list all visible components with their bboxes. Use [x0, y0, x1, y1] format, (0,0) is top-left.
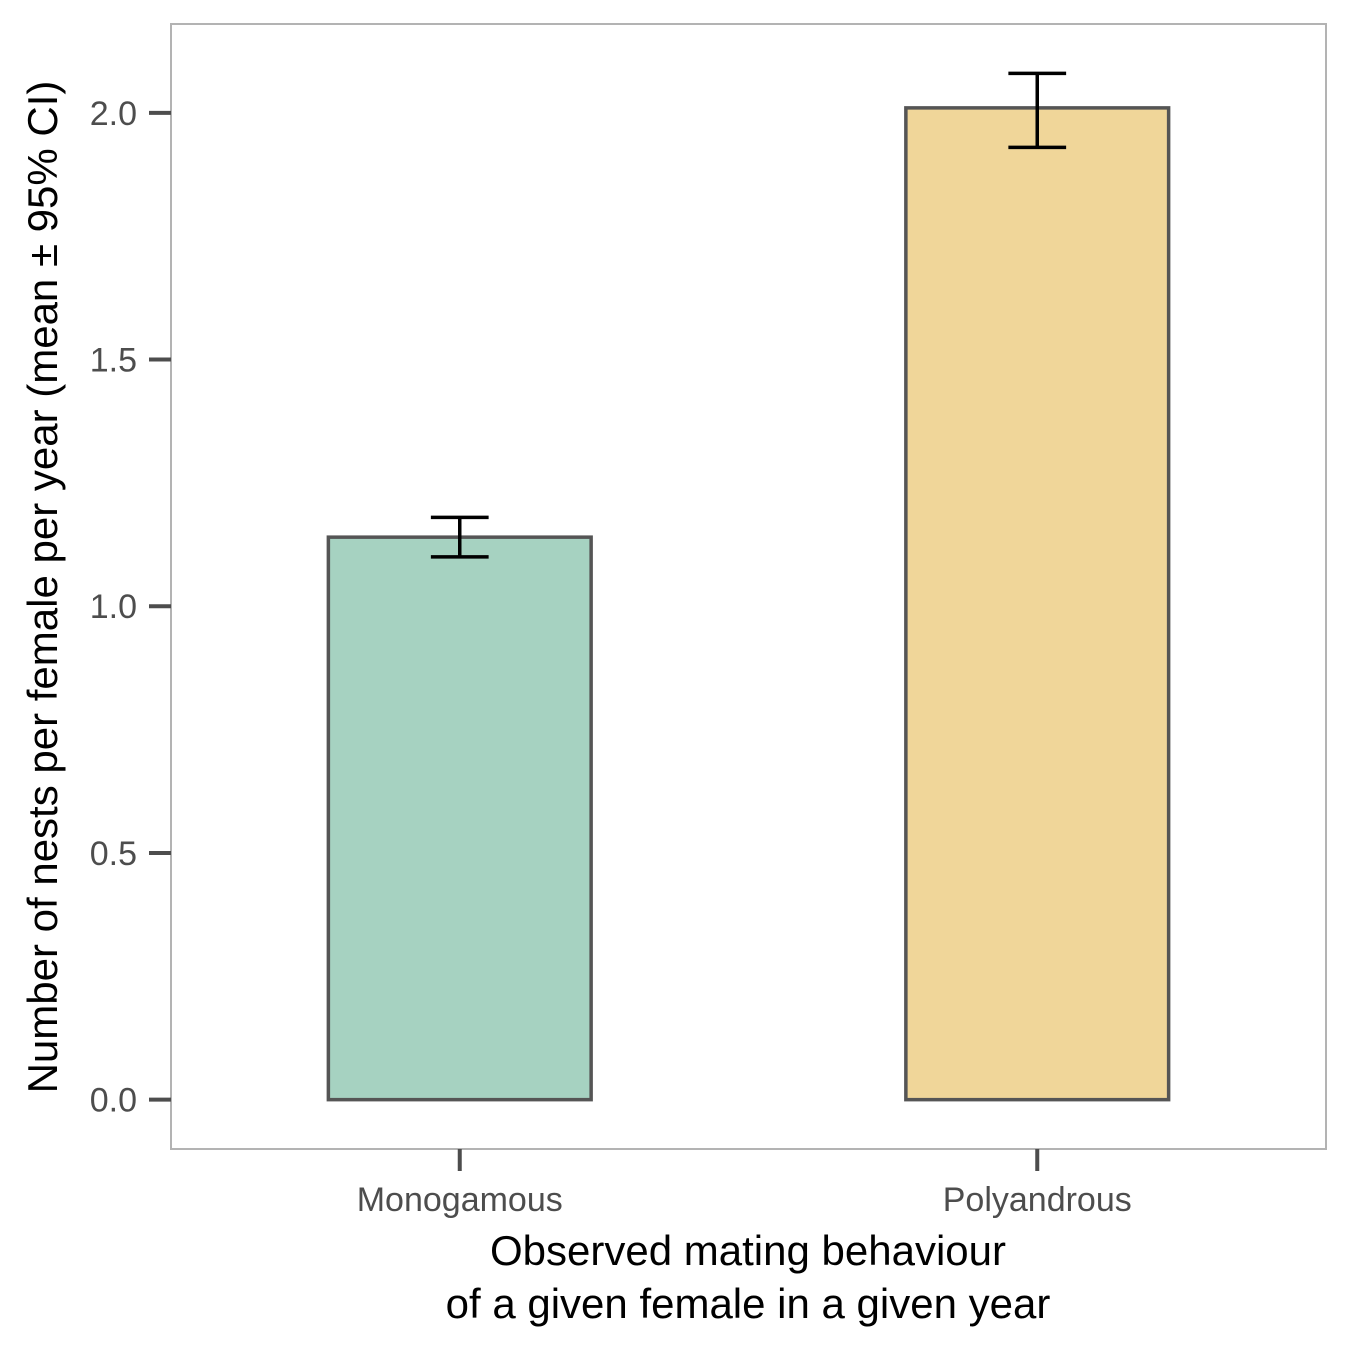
y-tick-label-0: 0.0 — [90, 1082, 137, 1120]
y-tick-label-4: 2.0 — [90, 95, 137, 133]
y-axis: 0.0 0.5 1.0 1.5 2.0 — [90, 95, 171, 1120]
bar-polyandrous — [904, 106, 1171, 1102]
bar-monogamous — [326, 535, 593, 1102]
x-axis-title-line-2: of a given female in a given year — [446, 1280, 1051, 1327]
x-tick-label-monogamous: Monogamous — [357, 1181, 563, 1219]
x-axis-title-line-1: Observed mating behaviour — [490, 1227, 1006, 1274]
error-bars-group — [430, 71, 1067, 559]
y-tick-label-2: 1.0 — [90, 588, 137, 626]
y-tick-label-1: 0.5 — [90, 835, 137, 873]
x-axis: Monogamous Polyandrous — [357, 1149, 1132, 1219]
y-tick-label-3: 1.5 — [90, 342, 137, 380]
x-tick-label-polyandrous: Polyandrous — [943, 1181, 1132, 1219]
y-axis-title: Number of nests per female per year (mea… — [19, 81, 66, 1094]
